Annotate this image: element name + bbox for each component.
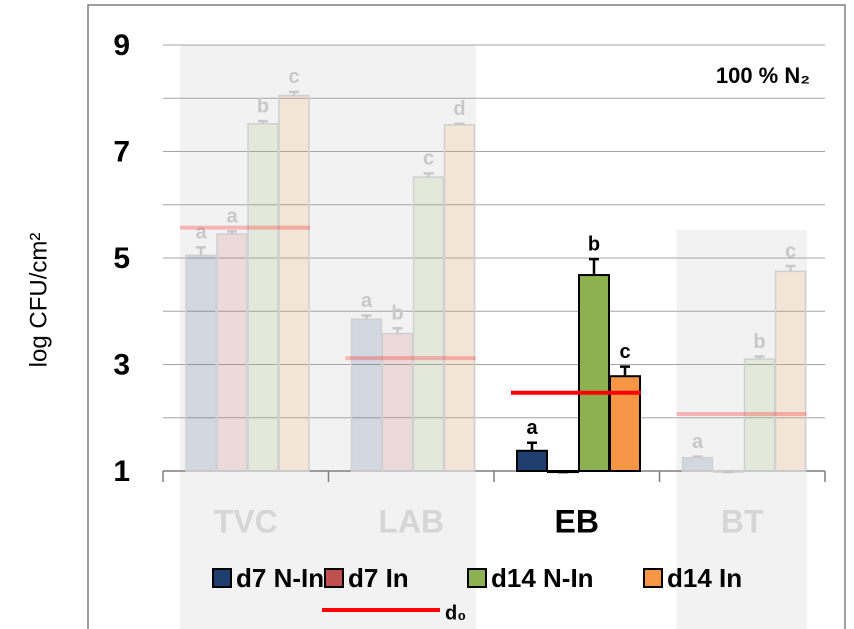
error-bar [785, 264, 796, 272]
error-bar [754, 355, 765, 360]
significance-letter: c [619, 341, 630, 363]
y-tick-label: 1 [113, 455, 130, 488]
y-tick-label: 3 [113, 348, 130, 381]
bar [609, 375, 641, 472]
error-bar [454, 122, 465, 126]
legend-label: d7 N-In [236, 563, 324, 593]
group-background [180, 45, 331, 629]
y-tick-label: 9 [113, 29, 130, 62]
bar [350, 318, 383, 472]
significance-letter: a [361, 290, 373, 312]
error-bar [392, 327, 403, 334]
legend-label: d14 In [667, 563, 742, 593]
error-bar [196, 246, 206, 256]
significance-letter: c [423, 148, 434, 170]
bar [381, 332, 414, 472]
significance-letter: d [453, 98, 465, 120]
bar [578, 274, 610, 473]
chart-border [87, 4, 846, 629]
significance-letter: c [288, 66, 299, 88]
legend-swatch [643, 568, 663, 588]
legend-label: d7 In [348, 563, 409, 593]
x-tick-label: EB [555, 503, 599, 539]
bar [216, 233, 248, 472]
significance-letter: a [195, 222, 207, 244]
significance-letter: c [785, 240, 796, 262]
y-axis-label: log CFU/cm² [25, 233, 52, 368]
significance-letter: a [226, 206, 238, 228]
bar [516, 449, 548, 473]
annotation: 100 % N₂ [716, 63, 810, 88]
bar [443, 124, 476, 472]
error-bar [289, 90, 299, 96]
bar [412, 176, 445, 472]
y-tick-label: 7 [113, 135, 130, 168]
significance-letter: b [257, 95, 269, 117]
significance-letter: a [526, 417, 538, 439]
significance-letter: b [753, 331, 765, 353]
bar [743, 358, 776, 472]
legend-label: d14 N-In [491, 563, 594, 593]
x-tick-label: BT [721, 503, 764, 539]
y-tick-label: 5 [113, 242, 130, 275]
bar [774, 270, 807, 472]
error-bar [361, 314, 372, 320]
bar [247, 123, 279, 472]
legend-label: d₀ [445, 602, 466, 624]
error-bar [692, 455, 703, 458]
legend-swatch [324, 568, 344, 588]
x-tick-label: LAB [378, 503, 444, 539]
bar [278, 94, 310, 472]
legend-swatch [467, 568, 487, 588]
x-tick-label: TVC [214, 503, 278, 539]
bar [185, 254, 217, 472]
error-bar [423, 172, 434, 178]
error-bar [258, 119, 268, 124]
error-bar [620, 365, 630, 377]
error-bar [589, 257, 599, 276]
legend-swatch [212, 568, 232, 588]
significance-letter: a [692, 431, 704, 453]
group-background [676, 230, 807, 629]
error-bar [527, 441, 537, 451]
significance-letter: b [391, 303, 403, 325]
error-bar [227, 230, 237, 235]
significance-letter: b [588, 233, 600, 255]
bar [681, 456, 714, 472]
